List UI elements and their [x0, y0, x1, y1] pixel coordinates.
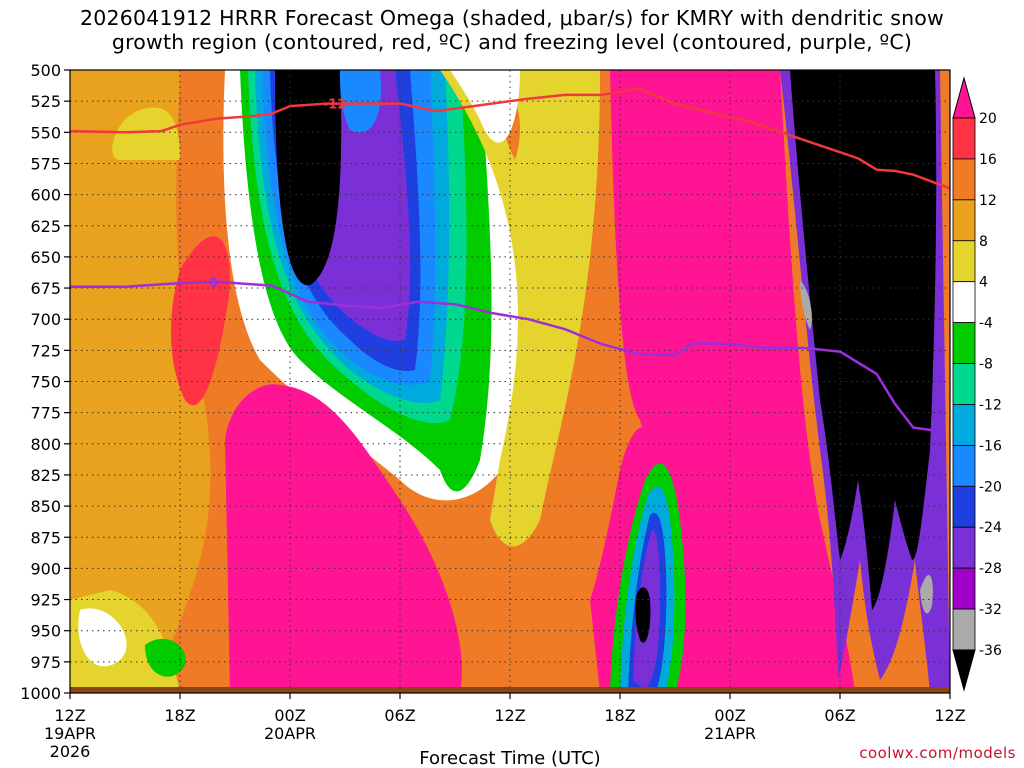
colorbar-label: -20: [979, 479, 1002, 495]
y-tick-label: 950: [30, 622, 61, 641]
y-axis: 500 525 550 575 600 625 650 675 700 725 750 775 800 8…: [20, 61, 70, 703]
x-tick-label: 12Z: [494, 706, 525, 725]
y-tick-label: 600: [30, 186, 61, 205]
omega-band-core-black: [635, 587, 651, 643]
colorbar-label: -12: [979, 397, 1002, 413]
colorbar-arrow-top: [952, 76, 976, 119]
x-tick-date: 21APR: [704, 724, 756, 743]
x-tick-label: 18Z: [164, 706, 195, 725]
y-tick-label: 825: [30, 466, 61, 485]
y-tick-label: 550: [30, 123, 61, 142]
y-tick-label: 500: [30, 61, 61, 80]
y-tick-label: 750: [30, 373, 61, 392]
x-tick-label: 12Z: [54, 706, 85, 725]
omega-band-left-green: [145, 638, 186, 677]
y-tick-label: 975: [30, 653, 61, 672]
dendritic-growth-contour: [69, 87, 951, 190]
colorbar-label: 8: [979, 234, 988, 250]
y-tick-label: 850: [30, 497, 61, 516]
y-tick-label: 925: [30, 591, 61, 610]
x-tick-date: 20APR: [264, 724, 316, 743]
ground-strip: [70, 687, 950, 693]
colorbar-swatch: [952, 322, 976, 364]
x-tick-label: 00Z: [714, 706, 745, 725]
x-axis-label: Forecast Time (UTC): [419, 748, 600, 768]
colorbar-swatch: [952, 567, 976, 610]
y-tick-label: 900: [30, 559, 61, 578]
omega-band-black-left: [275, 70, 342, 286]
colorbar-label: -4: [979, 316, 993, 332]
y-tick-label: 800: [30, 435, 61, 454]
omega-band-top-yellow: [112, 107, 180, 160]
omega-band-magenta-lower: [225, 384, 462, 693]
colorbar-arrow-bottom: [952, 649, 976, 692]
colorbar-label: -8: [979, 357, 993, 373]
credit-link[interactable]: coolwx.com/models: [859, 744, 1016, 762]
colorbar-swatch: [952, 240, 976, 283]
omega-band-left-white: [78, 608, 127, 667]
chart-contours: -12 0: [69, 87, 951, 432]
omega-band-mid-white: [450, 70, 520, 143]
colorbar-swatch: [952, 444, 976, 487]
omega-band-blue-notch: [340, 70, 381, 133]
y-tick-label: 575: [30, 154, 61, 173]
colorbar-swatch: [952, 608, 976, 651]
colorbar: 20 16 12 8 4 -4 -8 -12 -16 -20 -24 -28 -32 -36: [952, 76, 1002, 692]
y-tick-label: 675: [30, 279, 61, 298]
y-tick-label: 775: [30, 404, 61, 423]
chart-grid: [69, 69, 951, 694]
x-tick-label: 18Z: [604, 706, 635, 725]
omega-band-18z-red: [170, 236, 230, 406]
y-tick-label: 1000: [20, 684, 61, 703]
x-tick-label: 06Z: [384, 706, 415, 725]
colorbar-label: -28: [979, 561, 1002, 577]
chart-title: 2026041912 HRRR Forecast Omega (shaded, …: [0, 6, 1024, 54]
freezing-level-contour: [70, 280, 932, 432]
y-tick-label: 700: [30, 310, 61, 329]
y-tick-label: 525: [30, 92, 61, 111]
chart-title-line-2: growth region (contoured, red, ºC) and f…: [111, 30, 913, 54]
x-tick-label: 12Z: [934, 706, 965, 725]
y-tick-label: 875: [30, 528, 61, 547]
y-tick-label: 650: [30, 248, 61, 267]
colorbar-label: -24: [979, 520, 1002, 536]
y-tick-label: 625: [30, 217, 61, 236]
colorbar-label: -16: [979, 438, 1002, 454]
colorbar-swatch: [952, 526, 976, 569]
colorbar-label: -32: [979, 602, 1002, 618]
colorbar-label: 20: [979, 111, 997, 127]
x-tick-year: 2026: [50, 742, 91, 761]
colorbar-swatch: [952, 158, 976, 201]
colorbar-label: 16: [979, 152, 997, 168]
colorbar-swatch: [952, 404, 976, 446]
colorbar-swatch: [952, 281, 976, 324]
chart-title-line-1: 2026041912 HRRR Forecast Omega (shaded, …: [80, 6, 944, 30]
omega-shaded-field: [70, 70, 950, 693]
omega-band-right-gray-2: [920, 574, 933, 614]
x-tick-label: 06Z: [824, 706, 855, 725]
colorbar-label: 4: [979, 275, 988, 291]
colorbar-swatch: [952, 117, 976, 160]
omega-band-right-black: [790, 70, 937, 610]
omega-band-right-gray: [800, 280, 812, 330]
colorbar-label: 12: [979, 193, 997, 209]
freezing-level-label: 0: [209, 276, 218, 291]
dendritic-growth-label: -12: [323, 98, 347, 113]
colorbar-swatch: [952, 363, 976, 405]
omega-band-mid-yellow: [440, 70, 600, 547]
x-tick-date: 19APR: [44, 724, 96, 743]
x-tick-label: 00Z: [274, 706, 305, 725]
y-tick-label: 725: [30, 341, 61, 360]
colorbar-label: -36: [979, 643, 1002, 659]
colorbar-swatch: [952, 199, 976, 242]
colorbar-swatch: [952, 485, 976, 528]
